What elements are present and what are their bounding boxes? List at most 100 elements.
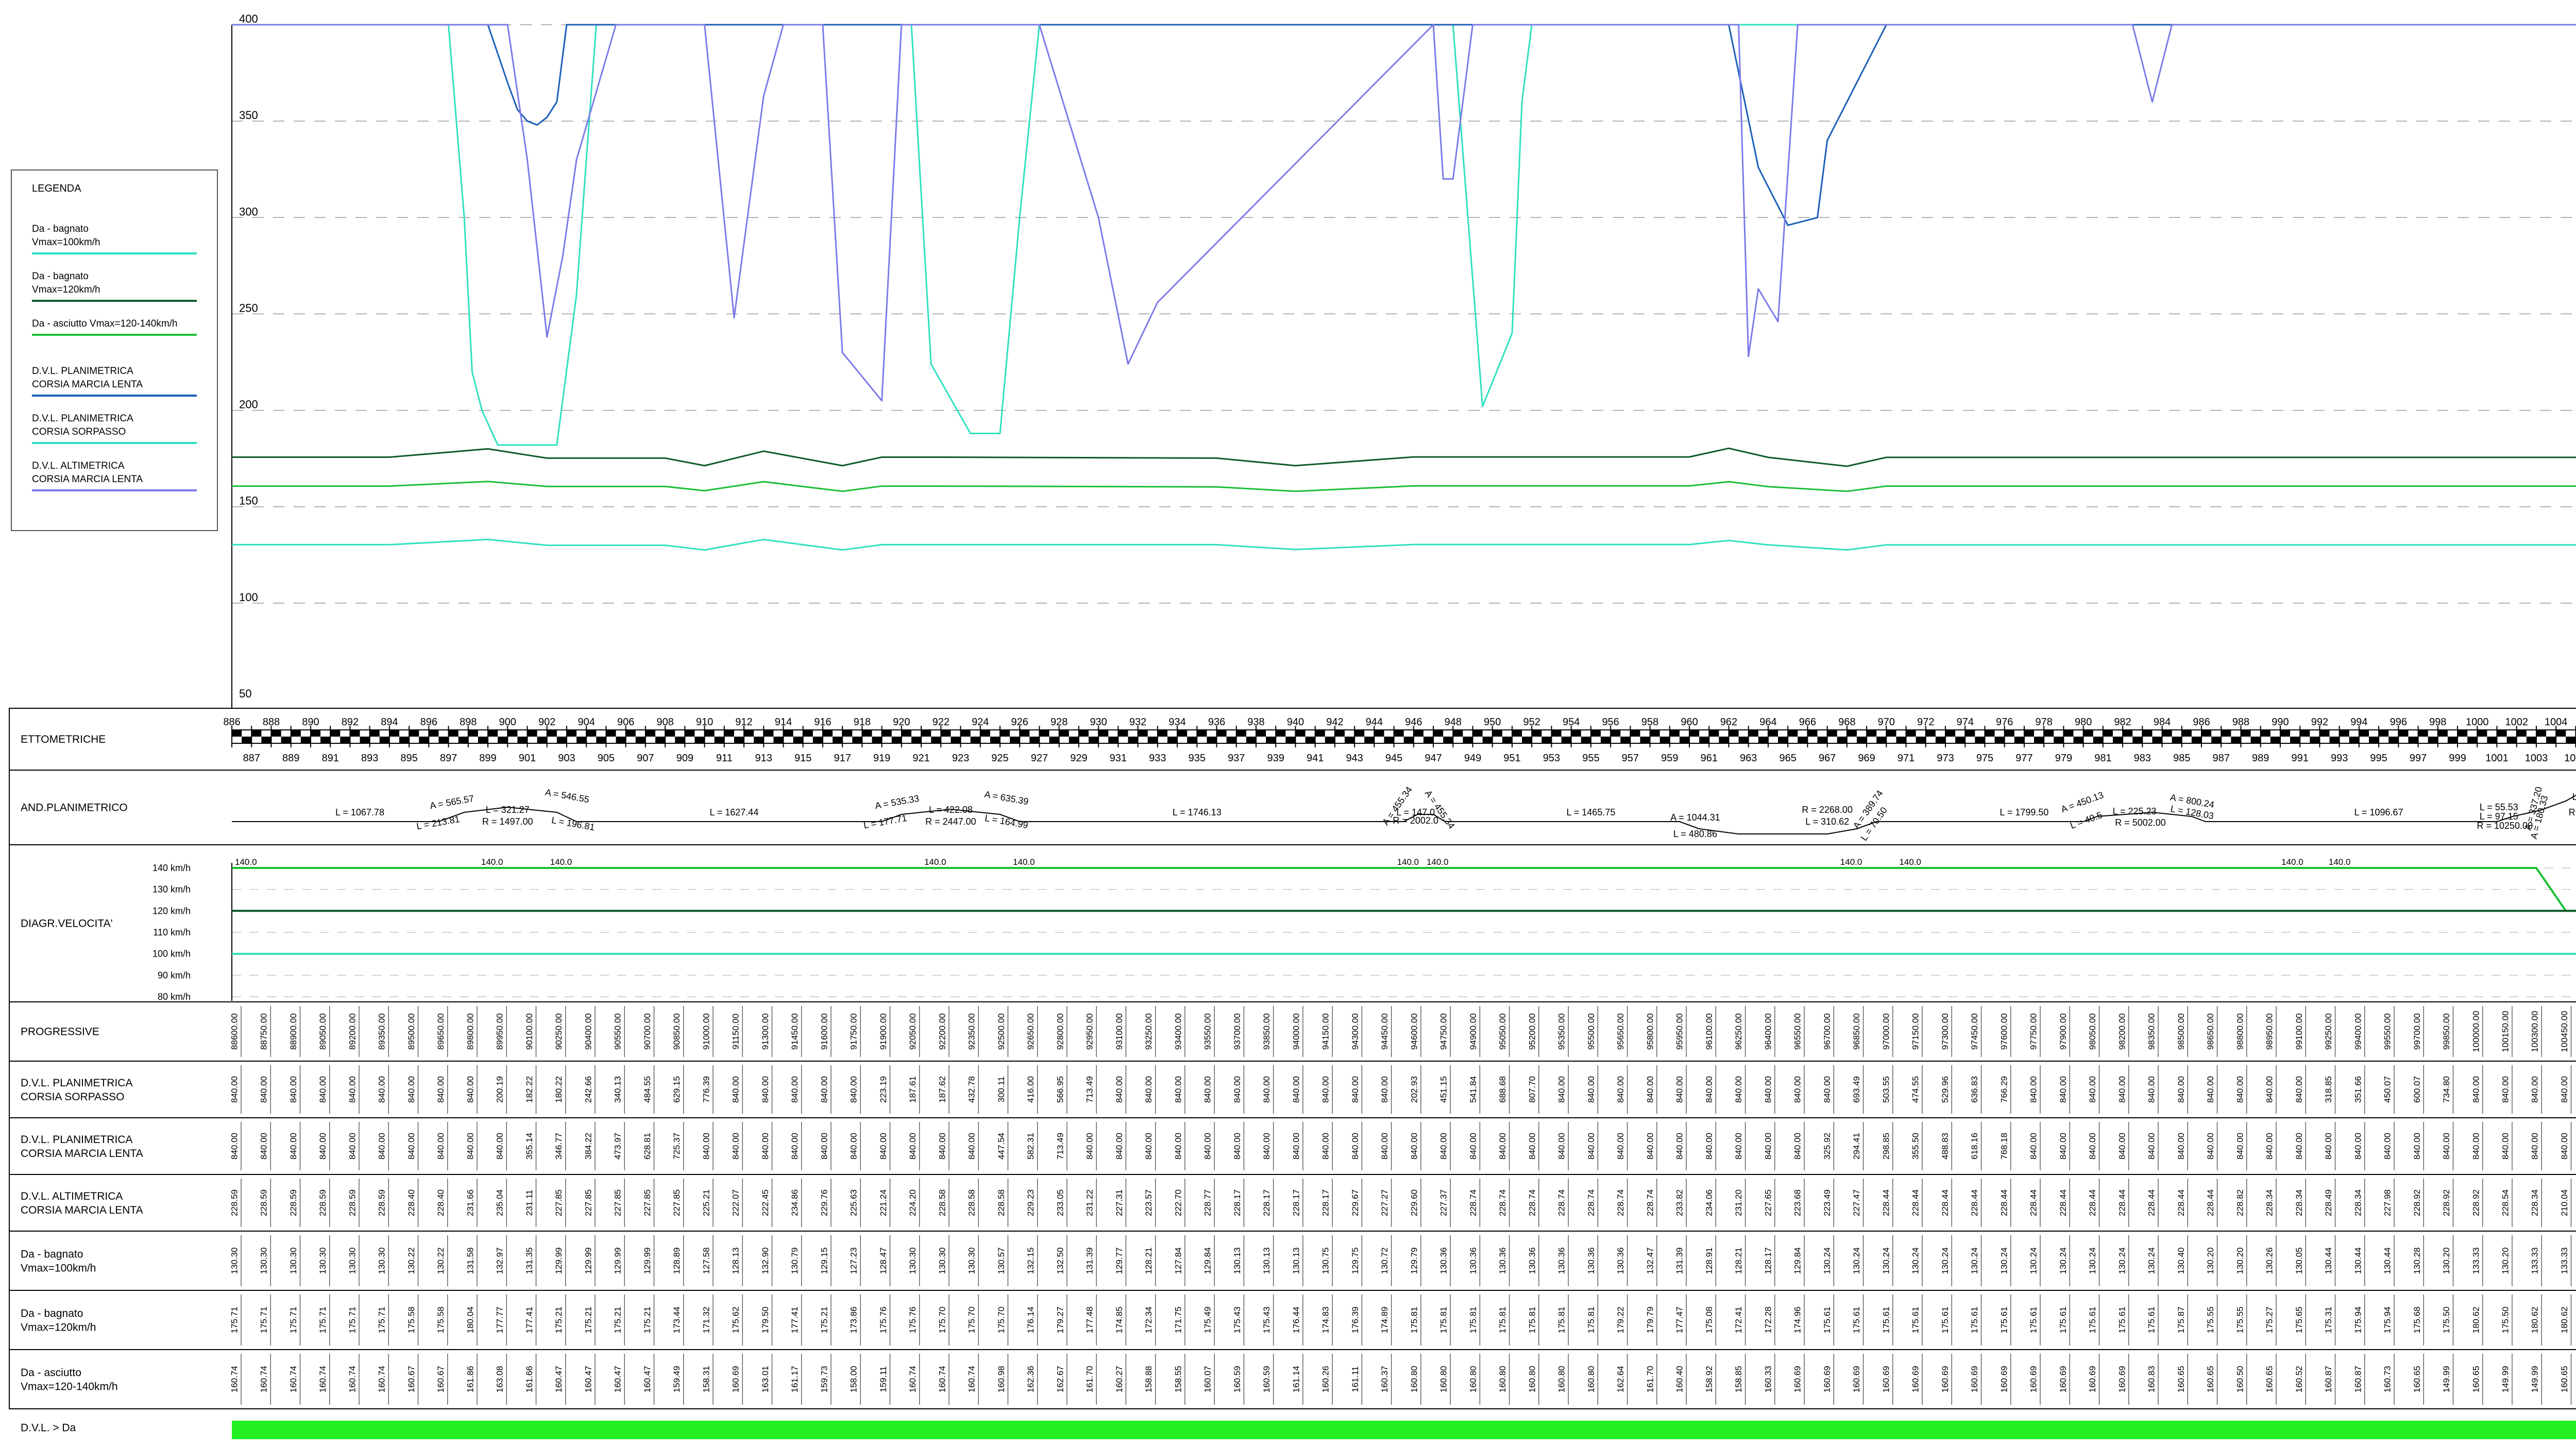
table-cell-dvl_lenta: 840.00	[495, 1133, 505, 1160]
table-cell-da_asc: 160.74	[908, 1366, 918, 1393]
table-cell-da100: 130.36	[1468, 1248, 1478, 1274]
table-cell-da_asc: 160.65	[2206, 1366, 2215, 1393]
table-cell-da100: 130.20	[2442, 1248, 2451, 1274]
hectometer-segment	[1837, 737, 1847, 743]
hectometer-label-top: 894	[381, 717, 398, 728]
table-cell-da100: 128.47	[878, 1248, 888, 1274]
table-cell-dvl_sorpasso: 182.22	[524, 1076, 534, 1103]
table-cell-da120: 175.65	[2294, 1307, 2304, 1334]
series-line	[232, 24, 2576, 402]
table-cell-dvl_sorpasso: 840.00	[1704, 1076, 1714, 1103]
alignment-label: R = 1497.00	[482, 816, 533, 827]
table-cell-dvl_alt: 233.82	[1675, 1189, 1685, 1216]
hectometer-segment	[625, 730, 636, 737]
table-cell-dvl_sorpasso: 776.39	[701, 1076, 711, 1103]
table-cell-dvl_lenta: 840.00	[2147, 1133, 2157, 1160]
hectometer-segment	[2447, 737, 2458, 743]
hectometer-label-top: 928	[1050, 717, 1067, 728]
table-cell-dvl_alt: 231.22	[1085, 1189, 1095, 1216]
table-cell-da_asc: 160.74	[937, 1366, 947, 1393]
table-cell-progressive: 89050.00	[318, 1013, 328, 1050]
hectometer-label-bottom: 975	[1976, 753, 1993, 764]
row-label-da120: Vmax=120km/h	[21, 1322, 96, 1334]
table-cell-dvl_alt: 228.74	[1645, 1189, 1655, 1216]
row-label-dvl_sorpasso: D.V.L. PLANIMETRICA	[21, 1077, 132, 1089]
table-cell-da100: 130.24	[1852, 1248, 1861, 1274]
table-cell-dvl_lenta: 840.00	[1350, 1133, 1360, 1160]
table-cell-dvl_alt: 228.74	[1468, 1189, 1478, 1216]
hectometer-segment	[1266, 737, 1276, 743]
table-cell-da120: 175.49	[1203, 1307, 1213, 1334]
hectometer-segment	[1876, 737, 1887, 743]
hectometer-segment	[1611, 730, 1621, 737]
hectometer-label-top: 968	[1838, 717, 1855, 728]
hectometer-label-bottom: 905	[598, 753, 615, 764]
table-cell-da100: 130.44	[2353, 1248, 2363, 1274]
table-cell-da_asc: 163.08	[495, 1366, 505, 1393]
alignment-label: A = 565.57	[429, 793, 475, 811]
velocity-tick-label: 140 km/h	[152, 863, 191, 873]
table-cell-da120: 175.61	[2088, 1307, 2097, 1334]
hectometer-segment	[685, 730, 695, 737]
hectometer-segment	[2437, 730, 2448, 737]
table-cell-da120: 175.21	[554, 1307, 564, 1334]
table-cell-da120: 175.70	[996, 1307, 1006, 1334]
table-cell-dvl_alt: 227.37	[1439, 1189, 1449, 1216]
hectometer-segment	[586, 730, 597, 737]
hectometer-segment	[1985, 730, 1995, 737]
table-cell-da120: 175.61	[1881, 1307, 1891, 1334]
table-cell-da_asc: 160.74	[967, 1366, 977, 1393]
table-cell-dvl_alt: 228.34	[2294, 1189, 2304, 1216]
table-cell-dvl_sorpasso: 840.00	[259, 1076, 269, 1103]
table-cell-da120: 175.70	[967, 1307, 977, 1334]
table-cell-dvl_alt: 228.44	[2147, 1189, 2157, 1216]
hectometer-segment	[891, 737, 902, 743]
hectometer-label-bottom: 935	[1189, 753, 1206, 764]
table-cell-da100: 129.79	[1409, 1248, 1419, 1274]
table-cell-da120: 175.76	[878, 1307, 888, 1334]
hectometer-label-bottom: 907	[637, 753, 654, 764]
table-cell-da_asc: 160.67	[436, 1366, 446, 1393]
table-cell-progressive: 98950.00	[2265, 1013, 2275, 1050]
table-cell-dvl_alt: 228.17	[1262, 1189, 1272, 1216]
hectometer-label-bottom: 965	[1780, 753, 1797, 764]
hectometer-label-bottom: 1001	[2485, 753, 2509, 764]
table-cell-dvl_lenta: 840.00	[1262, 1133, 1272, 1160]
table-cell-progressive: 95500.00	[1586, 1013, 1596, 1050]
table-cell-dvl_alt: 231.11	[524, 1190, 534, 1216]
hectometer-segment	[2270, 737, 2280, 743]
table-cell-progressive: 96250.00	[1734, 1013, 1743, 1050]
hectometer-segment	[645, 730, 655, 737]
hectometer-segment	[310, 730, 321, 737]
table-cell-da_asc: 160.98	[996, 1366, 1006, 1393]
table-cell-dvl_sorpasso: 242.66	[583, 1076, 593, 1103]
hectometer-segment	[1020, 730, 1030, 737]
alignment-label: L = 59.65	[2572, 792, 2576, 802]
table-cell-dvl_lenta: 840.00	[967, 1133, 977, 1160]
hectometer-label-bottom: 927	[1031, 753, 1048, 764]
table-cell-dvl_lenta: 488.83	[1940, 1133, 1950, 1160]
table-cell-da_asc: 158.55	[1173, 1366, 1183, 1393]
table-cell-progressive: 98200.00	[2117, 1013, 2127, 1050]
velocity-tick-label: 110 km/h	[153, 927, 191, 937]
hectometer-segment	[1423, 737, 1434, 743]
table-cell-progressive: 92500.00	[996, 1013, 1006, 1050]
hectometer-label-top: 920	[893, 717, 910, 728]
table-cell-da100: 130.13	[1291, 1248, 1301, 1274]
y-tick-label: 150	[239, 495, 258, 507]
table-cell-da120: 172.28	[1763, 1307, 1773, 1334]
hectometer-segment	[1650, 730, 1660, 737]
table-cell-progressive: 92950.00	[1085, 1013, 1095, 1050]
table-cell-dvl_sorpasso: 840.00	[790, 1076, 800, 1103]
hectometer-label-bottom: 901	[519, 753, 536, 764]
table-cell-dvl_sorpasso: 840.00	[2147, 1076, 2157, 1103]
row-label-da_asc: Vmax=120-140km/h	[21, 1381, 118, 1393]
hectometer-label-top: 950	[1484, 717, 1501, 728]
hectometer-segment	[1846, 730, 1857, 737]
hectometer-label-bottom: 999	[2449, 753, 2466, 764]
table-cell-progressive: 90100.00	[524, 1013, 534, 1050]
velocity-value-label: 140.0	[1899, 857, 1921, 867]
hectometer-segment	[419, 737, 429, 743]
table-cell-da_asc: 160.47	[583, 1366, 593, 1393]
hectometer-segment	[2349, 737, 2359, 743]
